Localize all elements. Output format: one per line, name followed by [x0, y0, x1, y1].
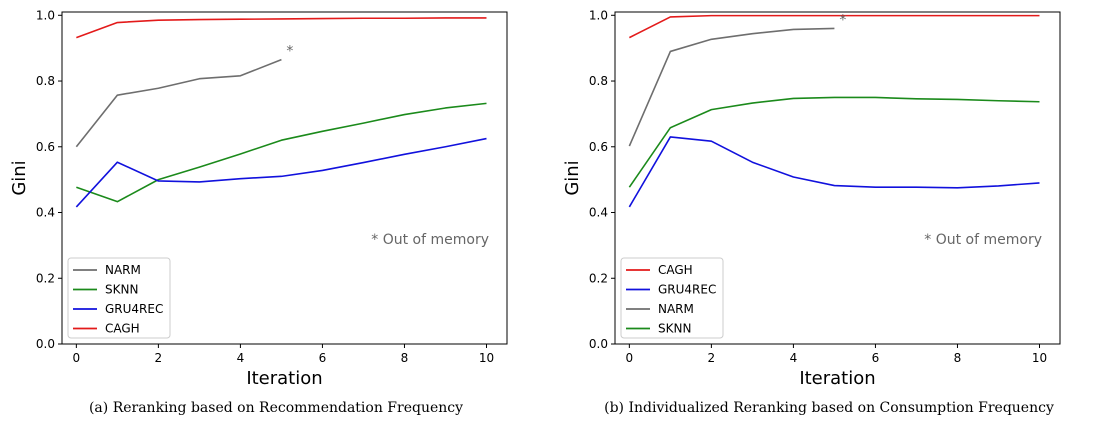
- chart-panel-a: * 0 2 4 6 8 10 0.0 0.2 0.4 0.6 0.8 1.0 Iteration Gini *…: [0, 0, 552, 424]
- x-tick-label: 2: [708, 351, 716, 365]
- chart-a: * 0 2 4 6 8 10 0.0 0.2 0.4 0.6 0.8 1.0 Iteration Gini *…: [9, 8, 508, 389]
- y-tick-label: 0.0: [589, 337, 608, 351]
- out-of-memory-marker: *: [839, 12, 846, 28]
- plot-frame: [61, 11, 508, 345]
- plot-frame: [614, 11, 1061, 345]
- legend-entry-gru4rec: GRU4REC: [658, 283, 716, 297]
- x-tick-label: 6: [319, 351, 327, 365]
- x-tick-label: 2: [155, 351, 163, 365]
- chart-b: * 0 2 4 6 8 10 0.0 0.2 0.4 0.6 0.8 1.0 Iteration Gini *…: [562, 8, 1061, 389]
- legend-entry-sknn: SKNN: [658, 322, 691, 336]
- series-line-cagh: [628, 14, 1040, 39]
- legend: NARM SKNN GRU4REC CAGH: [67, 257, 171, 339]
- legend-box: [620, 257, 724, 339]
- y-tick-label: 0.2: [36, 271, 55, 285]
- x-tick-label: 0: [626, 351, 634, 365]
- y-axis-label: Gini: [562, 160, 583, 195]
- legend-entry-sknn: SKNN: [105, 283, 138, 297]
- y-tick-label: 0.6: [36, 140, 55, 154]
- y-tick-label: 0.4: [589, 206, 608, 220]
- caption-a: (a) Reranking based on Recommendation Fr…: [88, 400, 464, 416]
- y-axis-label: Gini: [9, 160, 30, 195]
- x-tick-label: 8: [954, 351, 962, 365]
- x-tick-label: 6: [872, 351, 880, 365]
- x-axis-label: Iteration: [246, 368, 322, 389]
- series-line-sknn: [76, 102, 487, 203]
- legend-entry-narm: NARM: [658, 302, 694, 316]
- legend-entry-cagh: CAGH: [658, 263, 693, 277]
- y-tick-label: 0.4: [36, 206, 55, 220]
- y-tick-label: 0.2: [589, 271, 608, 285]
- series-line-cagh: [76, 17, 487, 39]
- y-tick-label: 1.0: [589, 8, 608, 22]
- x-tick-label: 8: [401, 351, 409, 365]
- x-tick-label: 0: [73, 351, 81, 365]
- legend-box: [67, 257, 171, 339]
- legend-entry-cagh: CAGH: [105, 322, 140, 336]
- out-of-memory-note: * Out of memory: [371, 232, 489, 248]
- x-axis-label: Iteration: [799, 368, 875, 389]
- y-tick-label: 0.8: [36, 74, 55, 88]
- legend-entry-gru4rec: GRU4REC: [105, 302, 163, 316]
- series-line-gru4rec: [628, 136, 1040, 208]
- series-line-narm: [628, 27, 835, 147]
- out-of-memory-note: * Out of memory: [924, 232, 1042, 248]
- out-of-memory-marker: *: [286, 44, 293, 60]
- caption-b: (b) Individualized Reranking based on Co…: [604, 400, 1054, 416]
- legend-entry-narm: NARM: [105, 263, 141, 277]
- series-line-narm: [75, 58, 282, 148]
- chart-panel-b: * 0 2 4 6 8 10 0.0 0.2 0.4 0.6 0.8 1.0 Iteration Gini *…: [553, 0, 1105, 424]
- x-tick-label: 10: [1032, 351, 1047, 365]
- y-tick-label: 1.0: [36, 8, 55, 22]
- x-tick-label: 4: [790, 351, 798, 365]
- y-tick-label: 0.0: [36, 337, 55, 351]
- y-tick-label: 0.6: [589, 140, 608, 154]
- x-tick-label: 10: [479, 351, 494, 365]
- legend: CAGH GRU4REC NARM SKNN: [620, 257, 724, 339]
- series-line-gru4rec: [75, 137, 487, 208]
- x-tick-label: 4: [237, 351, 245, 365]
- y-tick-label: 0.8: [589, 74, 608, 88]
- series-line-sknn: [628, 96, 1040, 188]
